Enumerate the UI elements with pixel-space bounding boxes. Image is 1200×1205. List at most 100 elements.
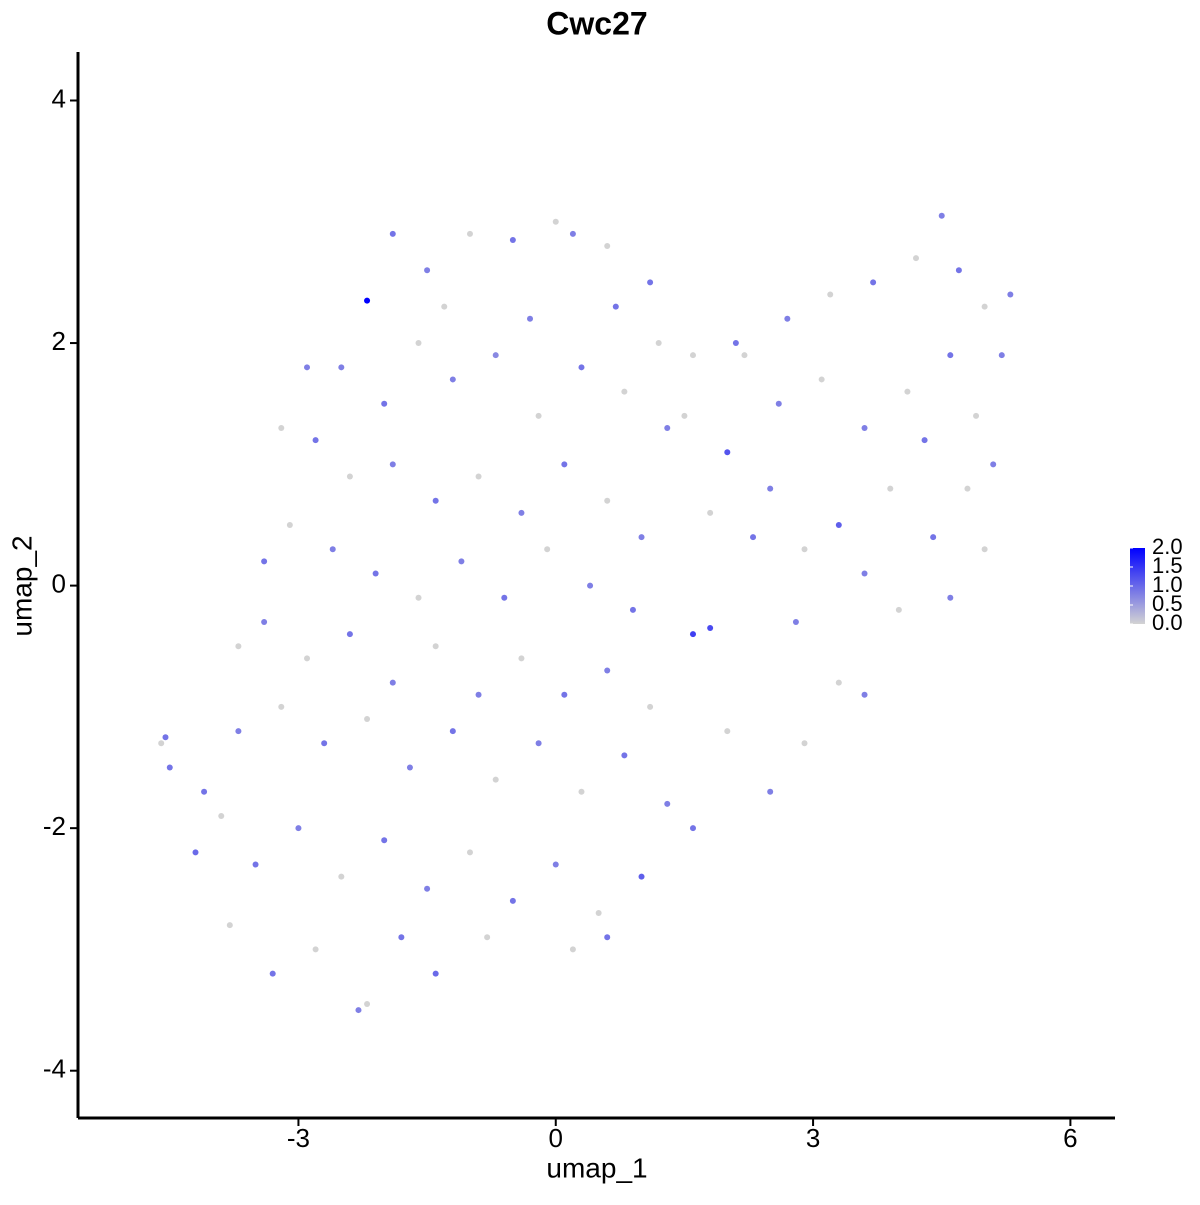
point (501, 594, 508, 601)
point (432, 497, 439, 504)
point (689, 631, 696, 638)
color-tick-label: 1.0 (1152, 572, 1183, 597)
point (398, 934, 405, 941)
point (689, 825, 696, 832)
point (938, 212, 945, 219)
point (647, 279, 654, 286)
point (664, 800, 671, 807)
point (792, 618, 799, 625)
point (595, 910, 602, 917)
point (767, 485, 774, 492)
point (870, 279, 877, 286)
point (964, 485, 971, 492)
point (913, 255, 920, 262)
point (707, 625, 714, 632)
point (475, 473, 482, 480)
point (449, 376, 456, 383)
point (947, 352, 954, 359)
point (707, 509, 714, 516)
point (973, 412, 980, 419)
y-tick-label: 4 (52, 83, 66, 113)
point (990, 461, 997, 468)
point (861, 424, 868, 431)
point (295, 825, 302, 832)
point (835, 521, 842, 528)
point (449, 728, 456, 735)
color-tick-label: 1.5 (1152, 553, 1183, 578)
point (1007, 291, 1014, 298)
point (544, 546, 551, 553)
point (887, 485, 894, 492)
point (458, 558, 465, 565)
point (655, 340, 662, 347)
point (432, 970, 439, 977)
point (364, 297, 371, 304)
point (629, 606, 636, 613)
point (321, 740, 328, 747)
point (732, 340, 739, 347)
point (484, 934, 491, 941)
point (955, 267, 962, 274)
point (904, 388, 911, 395)
point (364, 716, 371, 723)
point (192, 849, 199, 856)
point (355, 1007, 362, 1014)
point (389, 679, 396, 686)
color-bar (1130, 548, 1145, 624)
point (998, 352, 1005, 359)
x-tick-label: 3 (806, 1123, 820, 1153)
point (261, 618, 268, 625)
y-tick-label: 0 (52, 568, 66, 598)
point (278, 703, 285, 710)
point (235, 643, 242, 650)
point (372, 570, 379, 577)
point (724, 449, 731, 456)
point (415, 594, 422, 601)
point (621, 752, 628, 759)
point (312, 946, 319, 953)
point (741, 352, 748, 359)
point (432, 643, 439, 650)
point (981, 303, 988, 310)
point (338, 873, 345, 880)
point (775, 400, 782, 407)
point (252, 861, 259, 868)
y-tick-label: 2 (52, 326, 66, 356)
point (767, 788, 774, 795)
point (612, 303, 619, 310)
color-tick-label: 0.5 (1152, 591, 1183, 616)
point (818, 376, 825, 383)
point (604, 243, 611, 250)
point (578, 364, 585, 371)
point (492, 776, 499, 783)
point (509, 236, 516, 243)
point (261, 558, 268, 565)
point (389, 461, 396, 468)
point (415, 340, 422, 347)
point (201, 788, 208, 795)
color-tick-label: 0.0 (1152, 610, 1183, 635)
point (312, 437, 319, 444)
point (569, 230, 576, 237)
point (947, 594, 954, 601)
point (338, 364, 345, 371)
point (346, 631, 353, 638)
point (604, 497, 611, 504)
point (329, 546, 336, 553)
point (364, 1001, 371, 1008)
point (304, 364, 311, 371)
point (518, 655, 525, 662)
point (286, 521, 293, 528)
point (381, 837, 388, 844)
point (441, 303, 448, 310)
point (681, 412, 688, 419)
point (424, 885, 431, 892)
x-axis-label: umap_1 (546, 1152, 647, 1183)
point (492, 352, 499, 359)
point (604, 667, 611, 674)
point (561, 691, 568, 698)
point (535, 740, 542, 747)
point (162, 734, 169, 741)
point (269, 970, 276, 977)
